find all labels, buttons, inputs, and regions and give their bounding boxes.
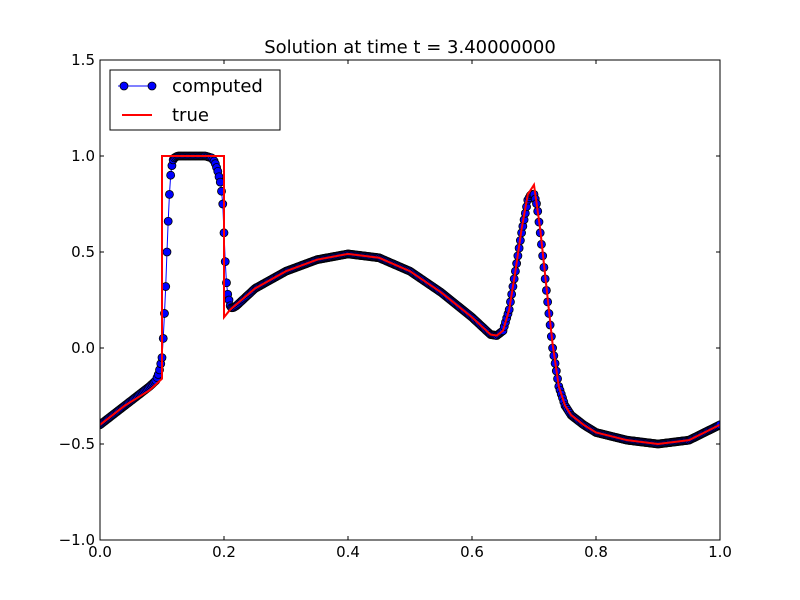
axis-ticks: 0.0 0.2 0.4 0.6 0.8 1.0 −1.0 −0.5 0.0 0.5 1.0 1.5: [59, 51, 732, 561]
y-tick-label: 1.0: [71, 147, 95, 165]
legend: computed true: [109, 69, 281, 131]
chart-title: Solution at time t = 3.40000000: [264, 37, 556, 58]
axes-frame: [99, 59, 721, 541]
x-tick-label: 0.6: [460, 543, 484, 561]
legend-label-computed: computed: [172, 76, 263, 97]
data-point: [218, 199, 228, 209]
data-point: [165, 189, 174, 199]
x-tick-label: 0.0: [88, 543, 112, 561]
legend-computed-marker: [147, 81, 157, 91]
series-computed-line: [100, 155, 720, 445]
data-point: [220, 257, 230, 267]
x-tick-label: 0.4: [336, 543, 360, 561]
data-point: [162, 247, 172, 257]
y-tick-label: 1.5: [71, 51, 95, 69]
y-tick-label: 0.0: [71, 339, 95, 357]
legend-box: [109, 69, 281, 131]
legend-computed-marker: [119, 81, 129, 91]
x-tick-label: 0.8: [584, 543, 608, 561]
series-true-line: [100, 155, 720, 446]
y-tick-label: −1.0: [59, 531, 95, 549]
x-tick-label: 1.0: [708, 543, 732, 561]
data-point: [166, 170, 176, 180]
x-tick-label: 0.2: [212, 543, 236, 561]
data-point: [158, 333, 168, 343]
y-tick-label: 0.5: [71, 243, 95, 261]
y-tick-label: −0.5: [59, 435, 95, 453]
legend-label-true: true: [172, 105, 209, 126]
data-point: [163, 216, 173, 226]
series-computed: [100, 151, 720, 449]
